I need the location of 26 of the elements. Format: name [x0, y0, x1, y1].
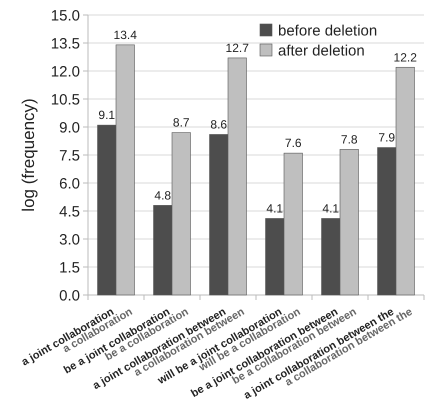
y-tick-label: 6.0 [59, 175, 80, 192]
y-tick-label: 15.0 [50, 7, 80, 24]
data-label: 13.4 [114, 28, 138, 42]
y-tick-label: 12.0 [50, 63, 80, 80]
y-tick-label: 13.5 [50, 35, 80, 52]
data-label: 4.1 [266, 201, 284, 216]
data-label: 4.8 [154, 188, 172, 202]
data-label: 12.2 [394, 50, 418, 64]
y-tick-label: 10.5 [50, 91, 80, 108]
legend-label: before deletion [278, 22, 378, 40]
data-label: 12.7 [226, 40, 250, 55]
y-tick-label: 3.0 [59, 231, 80, 248]
y-tick-label: 1.5 [59, 259, 80, 276]
y-tick-label: 4.5 [59, 203, 80, 220]
legend-label: after deletion [278, 42, 365, 60]
data-label: 9.1 [98, 108, 116, 122]
data-label: 4.1 [322, 201, 340, 216]
y-tick-label: 7.5 [59, 147, 80, 164]
data-label: 8.7 [172, 116, 190, 130]
data-label: 7.9 [378, 130, 396, 145]
data-label: 7.6 [284, 136, 302, 150]
y-axis-title: log (frequency) [19, 98, 38, 212]
data-label: 7.8 [340, 132, 358, 146]
y-tick-label: 0.0 [59, 287, 80, 304]
data-label: 8.6 [210, 117, 228, 132]
y-tick-label: 9.0 [59, 119, 80, 136]
